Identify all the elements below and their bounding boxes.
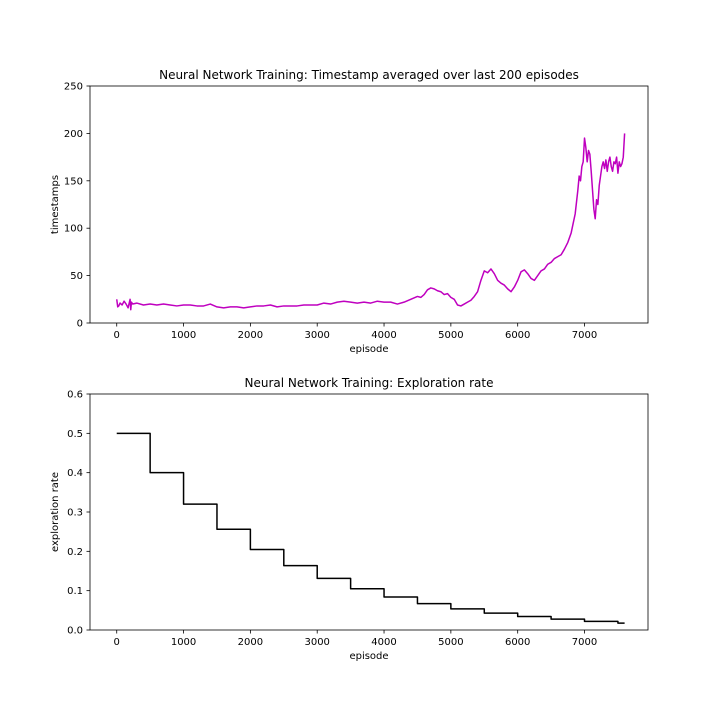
exploration-x-axis-label: episode [349, 651, 388, 662]
timestamps-x-tick-label: 3000 [304, 330, 329, 341]
exploration-x-tick-label: 5000 [438, 637, 463, 648]
timestamps-axes-frame [89, 85, 649, 324]
exploration-y-tick-label: 0.0 [67, 626, 83, 637]
timestamps-x-tick-label: 6000 [505, 330, 530, 341]
exploration-y-tick-label: 0.2 [67, 547, 83, 558]
exploration-y-tick-label: 0.5 [67, 429, 83, 440]
exploration-chart-title: Neural Network Training: Exploration rat… [245, 376, 494, 390]
exploration-axes-frame [89, 393, 649, 631]
exploration-x-tick-label: 4000 [371, 637, 396, 648]
timestamps-y-tick-label: 0 [77, 319, 83, 330]
timestamps-y-tick-label: 150 [64, 176, 83, 187]
timestamps-x-tick-label: 4000 [371, 330, 396, 341]
timestamps-y-tick-label: 100 [64, 224, 83, 235]
exploration-x-tick-label: 3000 [304, 637, 329, 648]
exploration-x-tick-label: 6000 [505, 637, 530, 648]
exploration-x-tick-label: 7000 [572, 637, 597, 648]
timestamps-y-tick-label: 50 [70, 271, 83, 282]
exploration-x-tick-label: 1000 [171, 637, 196, 648]
exploration-y-tick-label: 0.6 [67, 390, 83, 401]
timestamps-chart-title: Neural Network Training: Timestamp avera… [159, 68, 579, 82]
timestamps-x-axis-label: episode [349, 344, 388, 355]
timestamps-x-tick-label: 0 [114, 330, 120, 341]
exploration-y-tick-label: 0.4 [67, 468, 83, 479]
exploration-x-tick-label: 0 [114, 637, 120, 648]
timestamps-x-tick-label: 5000 [438, 330, 463, 341]
timestamps-x-tick-label: 7000 [572, 330, 597, 341]
timestamps-series-line-0 [115, 133, 626, 311]
exploration-y-tick-label: 0.1 [67, 586, 83, 597]
timestamps-x-tick-label: 1000 [171, 330, 196, 341]
exploration-x-tick-label: 2000 [238, 637, 263, 648]
exploration-y-axis-label: exploration rate [50, 472, 61, 552]
timestamps-y-axis-label: timestamps [50, 175, 61, 234]
exploration-y-tick-label: 0.3 [67, 508, 83, 519]
timestamps-y-tick-label: 250 [64, 82, 83, 93]
timestamps-y-tick-label: 200 [64, 129, 83, 140]
timestamps-x-tick-label: 2000 [238, 330, 263, 341]
exploration-series-line-0 [116, 432, 625, 624]
